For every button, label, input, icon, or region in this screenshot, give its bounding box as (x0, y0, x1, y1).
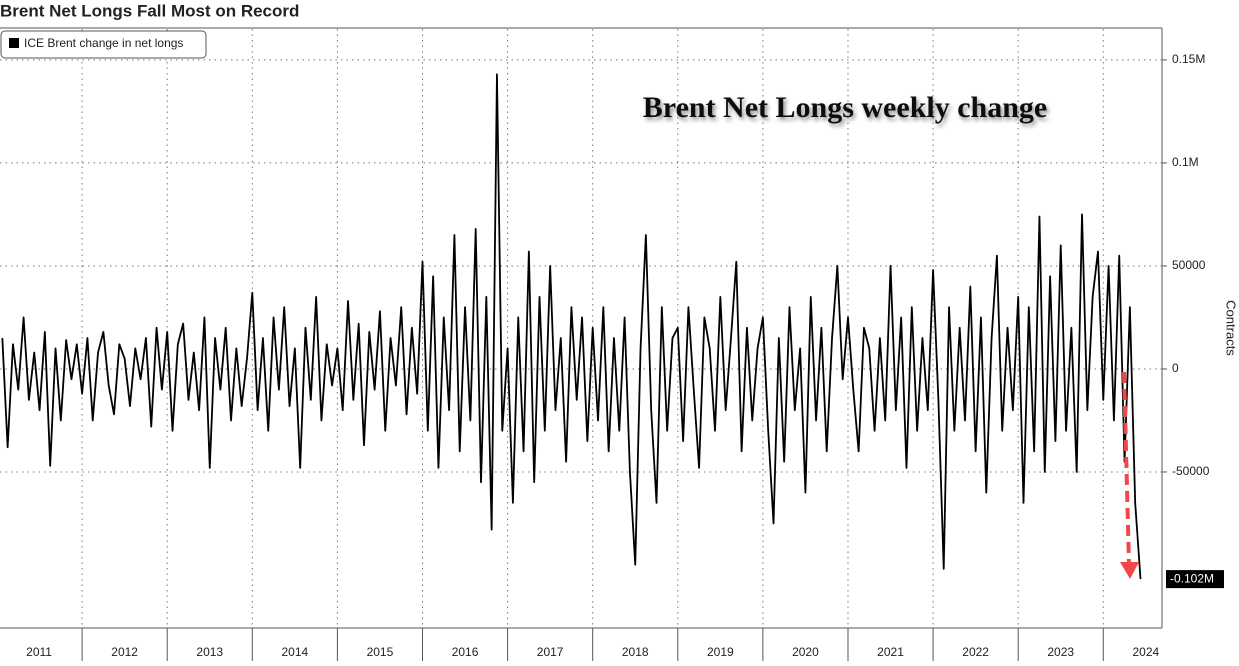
x-tick-label: 2019 (707, 645, 734, 659)
x-tick-label: 2018 (622, 645, 649, 659)
x-tick-label: 2011 (26, 645, 52, 659)
last-value-label: -0.102M (1170, 571, 1214, 585)
annotation-arrow (1120, 371, 1139, 579)
y-axis-label: Contracts (1224, 300, 1239, 356)
y-tick-label: 50000 (1172, 258, 1206, 272)
legend: ICE Brent change in net longs (0, 30, 207, 59)
arrow-shaft (1122, 371, 1131, 566)
y-tick-label: -50000 (1172, 464, 1210, 478)
x-tick-label: 2017 (537, 645, 564, 659)
x-tick-label: 2024 (1132, 645, 1159, 659)
y-tick-label: 0 (1172, 361, 1179, 375)
annotation: Brent Net Longs weekly change (643, 91, 1047, 124)
x-tick-label: 2015 (367, 645, 394, 659)
last-value-box (1166, 570, 1224, 589)
legend-swatch (9, 38, 19, 48)
legend-box (0, 30, 207, 59)
x-tick-label: 2020 (792, 645, 819, 659)
data-line (1, 73, 1142, 580)
x-tick-label: 2023 (1047, 645, 1074, 659)
x-tick-label: 2021 (877, 645, 904, 659)
arrow-head (1120, 562, 1139, 579)
y-tick-label: 0.1M (1172, 155, 1199, 169)
x-tick-label: 2014 (281, 645, 308, 659)
x-tick-label: 2013 (196, 645, 223, 659)
y-tick-label: 0.15M (1172, 52, 1205, 66)
x-tick-label: 2012 (111, 645, 138, 659)
x-tick-label: 2016 (452, 645, 479, 659)
x-tick-label: 2022 (962, 645, 989, 659)
chart-title: Brent Net Longs Fall Most on Record (0, 1, 299, 20)
legend-label: ICE Brent change in net longs (24, 36, 183, 50)
